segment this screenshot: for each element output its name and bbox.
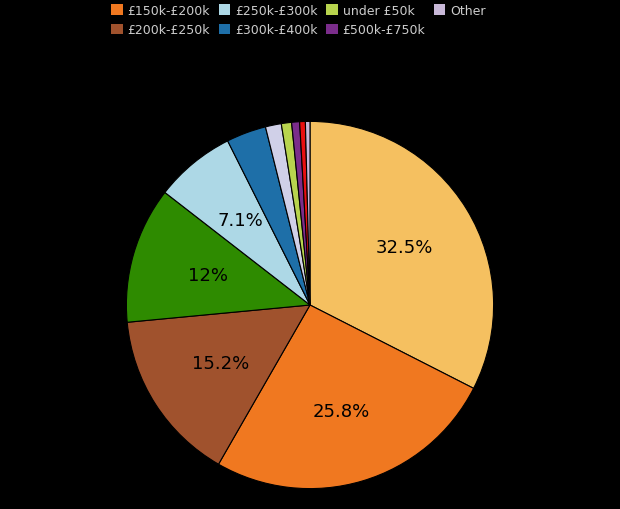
Wedge shape (126, 193, 310, 323)
Wedge shape (310, 122, 494, 388)
Wedge shape (165, 142, 310, 305)
Wedge shape (306, 122, 310, 305)
Text: 32.5%: 32.5% (375, 239, 433, 257)
Legend: £100k-£150k, £150k-£200k, £200k-£250k, £50k-£100k, £250k-£300k, £300k-£400k, £40: £100k-£150k, £150k-£200k, £200k-£250k, £… (107, 0, 513, 41)
Wedge shape (291, 123, 310, 305)
Text: 25.8%: 25.8% (312, 402, 370, 420)
Wedge shape (299, 122, 310, 305)
Wedge shape (265, 124, 310, 305)
Wedge shape (281, 123, 310, 305)
Wedge shape (228, 128, 310, 305)
Text: 7.1%: 7.1% (217, 211, 263, 230)
Text: 15.2%: 15.2% (192, 354, 249, 372)
Text: 12%: 12% (188, 267, 228, 285)
Wedge shape (127, 305, 310, 464)
Wedge shape (218, 305, 474, 489)
